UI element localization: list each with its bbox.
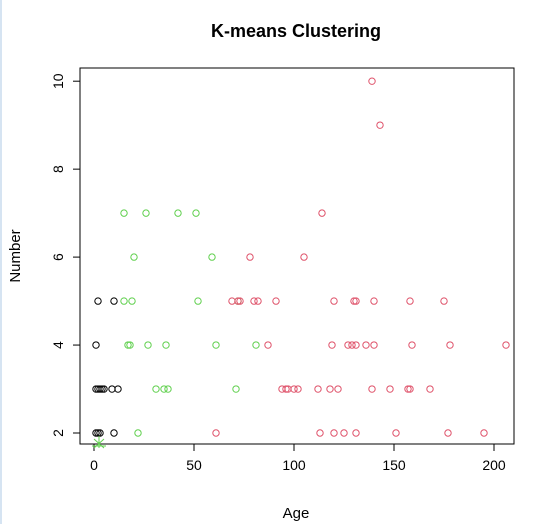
y-axis: 2 4 6 8 10 xyxy=(50,73,81,437)
data-point-green xyxy=(192,209,200,217)
data-point-red xyxy=(330,297,338,305)
data-point-green xyxy=(144,341,152,349)
data-point-green xyxy=(120,297,128,305)
data-point-black xyxy=(94,297,102,305)
data-point-red xyxy=(254,297,262,305)
data-point-black xyxy=(98,385,106,393)
data-point-black xyxy=(108,385,116,393)
data-point-green xyxy=(194,297,202,305)
data-point-green xyxy=(232,385,240,393)
data-point-red xyxy=(408,341,416,349)
data-point-red xyxy=(362,341,370,349)
data-point-red xyxy=(326,385,334,393)
x-tick-label: 200 xyxy=(482,457,506,473)
data-point-green xyxy=(208,253,216,261)
data-point-red xyxy=(406,385,414,393)
data-point-black xyxy=(100,385,108,393)
y-tick-label: 8 xyxy=(50,165,66,173)
data-point-red xyxy=(328,341,336,349)
data-point-red xyxy=(502,341,510,349)
data-point-red xyxy=(314,385,322,393)
data-point-green xyxy=(174,209,182,217)
data-point-red xyxy=(318,209,326,217)
data-point-red xyxy=(386,385,394,393)
x-tick-label: 0 xyxy=(90,457,98,473)
data-point-red xyxy=(264,341,272,349)
y-tick-label: 2 xyxy=(50,429,66,437)
data-point-black xyxy=(96,429,104,437)
data-point-red xyxy=(348,341,356,349)
data-point-black xyxy=(96,385,104,393)
data-point-black xyxy=(110,429,118,437)
y-tick-label: 10 xyxy=(50,73,66,89)
chart-title: K-means Clustering xyxy=(211,21,381,41)
data-point-red xyxy=(250,297,258,305)
data-point-green xyxy=(134,429,142,437)
data-point-red xyxy=(212,429,220,437)
data-point-red xyxy=(368,77,376,85)
data-point-green xyxy=(120,209,128,217)
x-axis-label: Age xyxy=(283,505,310,522)
data-point-red xyxy=(406,297,414,305)
data-point-black xyxy=(114,385,122,393)
data-point-green xyxy=(128,297,136,305)
data-point-red xyxy=(334,385,342,393)
data-point-red xyxy=(370,297,378,305)
data-point-red xyxy=(344,341,352,349)
data-point-red xyxy=(246,253,254,261)
data-point-green xyxy=(130,253,138,261)
data-point-green xyxy=(126,341,134,349)
data-point-red xyxy=(352,297,360,305)
data-point-red xyxy=(294,385,302,393)
y-tick-label: 6 xyxy=(50,253,66,261)
data-point-black xyxy=(92,341,100,349)
data-point-red xyxy=(376,121,384,129)
data-point-red xyxy=(370,341,378,349)
data-point-green xyxy=(124,341,132,349)
data-point-green xyxy=(164,385,172,393)
data-point-green xyxy=(252,341,260,349)
data-point-green xyxy=(162,341,170,349)
x-tick-label: 50 xyxy=(186,457,202,473)
data-point-red xyxy=(350,297,358,305)
data-point-black xyxy=(94,429,102,437)
data-point-red xyxy=(290,385,298,393)
data-points xyxy=(92,77,510,437)
data-point-red xyxy=(368,385,376,393)
data-point-red xyxy=(446,341,454,349)
data-point-red xyxy=(440,297,448,305)
data-point-red xyxy=(282,385,290,393)
data-point-red xyxy=(272,297,280,305)
data-point-red xyxy=(352,429,360,437)
data-point-red xyxy=(352,341,360,349)
data-point-green xyxy=(212,341,220,349)
data-point-red xyxy=(392,429,400,437)
data-point-green xyxy=(142,209,150,217)
x-tick-label: 100 xyxy=(282,457,306,473)
data-point-green xyxy=(152,385,160,393)
data-point-red xyxy=(444,429,452,437)
y-axis-label: Number xyxy=(7,229,24,282)
data-point-red xyxy=(340,429,348,437)
data-point-red xyxy=(300,253,308,261)
data-point-black xyxy=(92,429,100,437)
sparkle-icon xyxy=(92,436,106,449)
x-tick-label: 150 xyxy=(382,457,406,473)
data-point-red xyxy=(234,297,242,305)
data-point-black xyxy=(110,297,118,305)
data-point-red xyxy=(330,429,338,437)
data-point-red xyxy=(228,297,236,305)
data-point-red xyxy=(426,385,434,393)
x-axis: 0 50 100 150 200 xyxy=(90,443,506,473)
data-point-green xyxy=(160,385,168,393)
data-point-red xyxy=(404,385,412,393)
data-point-red xyxy=(480,429,488,437)
data-point-red xyxy=(316,429,324,437)
y-tick-label: 4 xyxy=(50,341,66,349)
data-point-red xyxy=(236,297,244,305)
